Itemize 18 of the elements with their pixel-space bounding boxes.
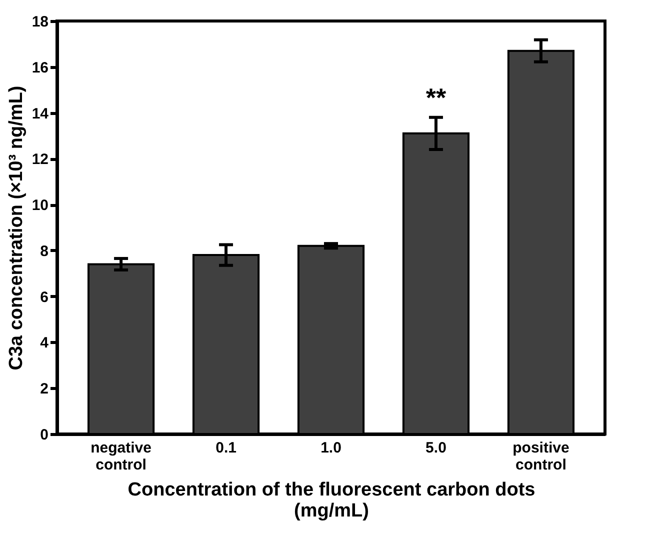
y-tick-label: 18	[32, 14, 48, 30]
y-tick-label: 4	[40, 334, 50, 352]
x-tick-label: positive control	[512, 440, 570, 474]
y-tick-label: 14	[32, 105, 50, 122]
y-tick-label: 8	[40, 242, 48, 260]
annotation: **	[426, 82, 447, 112]
y-axis-title: C3a concentration (×10³ ng/mL)	[6, 86, 27, 370]
x-tick-label: 5.0	[426, 440, 446, 456]
y-tick-label: 10	[32, 197, 48, 214]
y-tick-label: 2	[40, 380, 48, 398]
x-axis-title: Concentration of the fluorescent carbon dots (mg/mL)	[128, 480, 536, 522]
x-tick-label: negative control	[90, 440, 152, 474]
y-tick-label: 12	[32, 151, 48, 168]
y-tick-label: 0	[40, 426, 48, 444]
y-tick-label: 6	[40, 288, 48, 306]
x-tick-label: 0.1	[216, 440, 236, 456]
x-tick-label: 1.0	[320, 440, 342, 456]
y-tick-label: 16	[32, 59, 48, 76]
